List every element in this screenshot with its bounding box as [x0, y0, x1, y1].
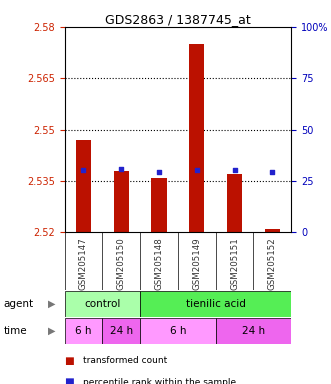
Bar: [227, 174, 242, 232]
Bar: [65, 291, 140, 317]
Text: GSM205148: GSM205148: [155, 237, 164, 290]
Text: percentile rank within the sample: percentile rank within the sample: [83, 377, 236, 384]
Point: [270, 169, 275, 175]
Text: ▶: ▶: [48, 299, 55, 309]
Bar: [76, 140, 91, 232]
Bar: [114, 171, 129, 232]
Text: agent: agent: [3, 299, 33, 309]
Point: [156, 169, 162, 175]
Text: 24 h: 24 h: [242, 326, 265, 336]
Text: GSM205149: GSM205149: [192, 237, 201, 290]
Text: GSM205147: GSM205147: [79, 237, 88, 290]
Bar: [152, 177, 166, 232]
Point: [194, 167, 200, 173]
Bar: [102, 318, 140, 344]
Text: ■: ■: [65, 377, 74, 384]
Title: GDS2863 / 1387745_at: GDS2863 / 1387745_at: [105, 13, 251, 26]
Point: [232, 167, 237, 173]
Text: 24 h: 24 h: [110, 326, 133, 336]
Text: transformed count: transformed count: [83, 356, 167, 366]
Point: [81, 167, 86, 173]
Text: 6 h: 6 h: [170, 326, 186, 336]
Bar: [140, 291, 291, 317]
Text: control: control: [84, 299, 120, 309]
Bar: [65, 318, 102, 344]
Bar: [265, 229, 280, 232]
Point: [118, 166, 124, 172]
Text: GSM205150: GSM205150: [117, 237, 126, 290]
Text: time: time: [3, 326, 27, 336]
Text: GSM205152: GSM205152: [268, 237, 277, 290]
Text: 6 h: 6 h: [75, 326, 92, 336]
Text: ▶: ▶: [48, 326, 55, 336]
Text: tienilic acid: tienilic acid: [186, 299, 246, 309]
Bar: [189, 44, 204, 232]
Bar: [140, 318, 216, 344]
Bar: [216, 318, 291, 344]
Text: GSM205151: GSM205151: [230, 237, 239, 290]
Text: ■: ■: [65, 356, 74, 366]
